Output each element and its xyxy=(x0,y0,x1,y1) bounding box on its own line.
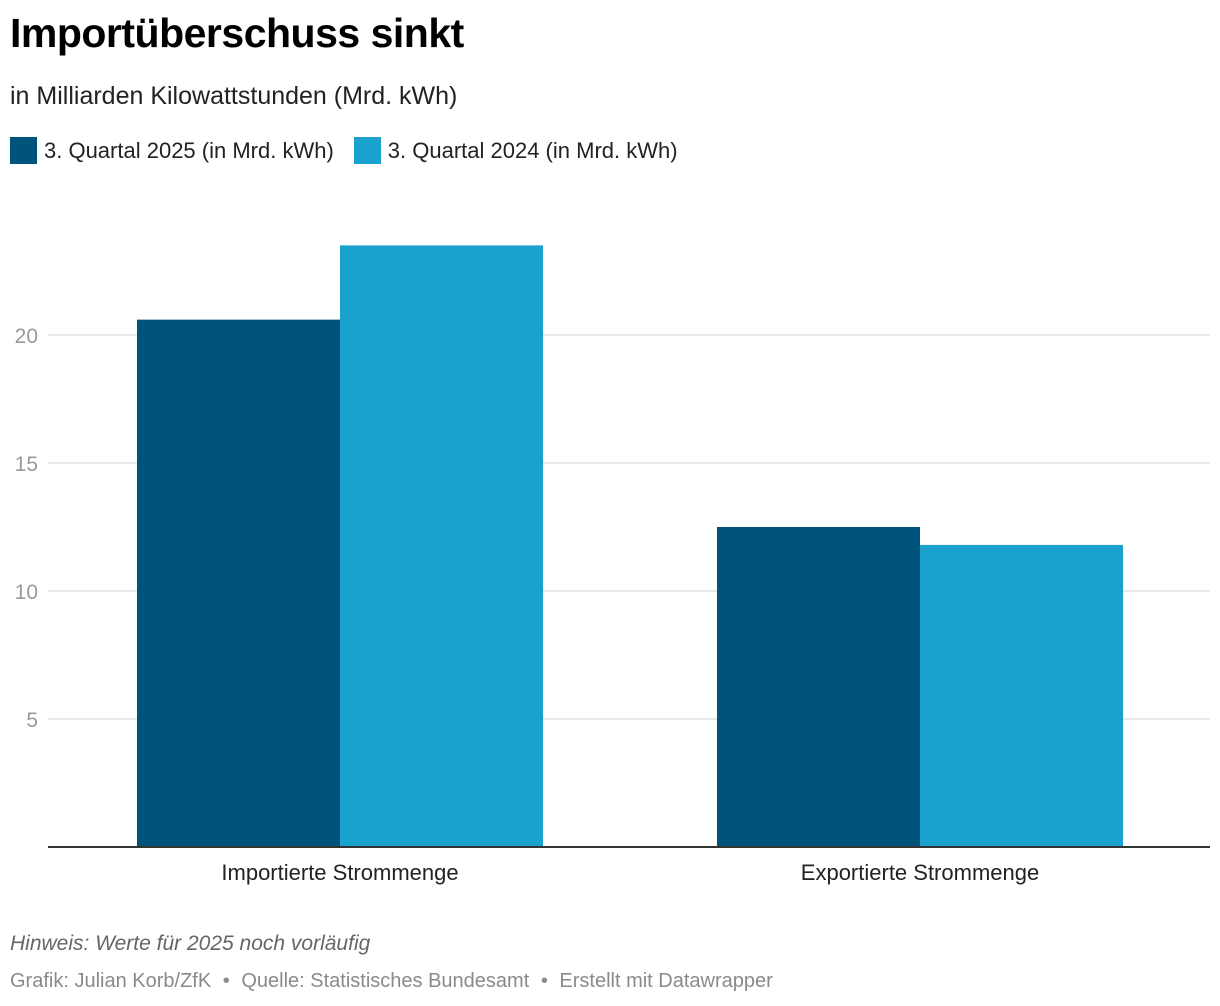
chart-footer: Grafik: Julian Korb/ZfK • Quelle: Statis… xyxy=(10,970,773,993)
y-tick-label: 5 xyxy=(26,709,38,732)
footer-source: Quelle: Statistisches Bundesamt xyxy=(241,970,530,992)
legend-swatch-2024 xyxy=(353,137,381,164)
footer-credit: Grafik: Julian Korb/ZfK xyxy=(10,970,212,992)
chart-title: Importüberschuss sinkt xyxy=(10,10,464,56)
y-tick-label: 20 xyxy=(15,325,38,348)
chart-note: Hinweis: Werte für 2025 noch vorläufig xyxy=(10,932,371,955)
legend-item-2024: 3. Quartal 2024 (in Mrd. kWh) xyxy=(353,137,678,164)
chart-legend: 3. Quartal 2025 (in Mrd. kWh) 3. Quartal… xyxy=(10,137,698,164)
legend-item-2025: 3. Quartal 2025 (in Mrd. kWh) xyxy=(10,137,334,164)
y-tick-label: 15 xyxy=(15,453,38,476)
legend-swatch-2025 xyxy=(10,137,37,164)
footer-separator: • xyxy=(540,970,548,992)
chart-subtitle: in Milliarden Kilowattstunden (Mrd. kWh) xyxy=(10,82,458,110)
bar-chart: 5 10 15 20 Importierte Strommenge Exportiert… xyxy=(15,245,1210,885)
x-category-label: Importierte Strommenge xyxy=(221,860,458,885)
bar-layer xyxy=(137,245,1123,847)
bar-2024 xyxy=(920,544,1123,847)
footer-tool: Erstellt mit Datawrapper xyxy=(559,970,773,992)
y-tick-label: 10 xyxy=(15,581,38,604)
axis-layer: Importierte Strommenge Exportierte Stromm… xyxy=(48,846,1210,885)
footer-separator: • xyxy=(222,970,230,992)
bar-2025 xyxy=(717,527,920,847)
bar-2025 xyxy=(137,319,340,847)
legend-label-2025: 3. Quartal 2025 (in Mrd. kWh) xyxy=(44,137,334,163)
bar-2024 xyxy=(340,245,543,847)
x-category-label: Exportierte Strommenge xyxy=(801,860,1039,885)
legend-label-2024: 3. Quartal 2024 (in Mrd. kWh) xyxy=(387,137,678,163)
